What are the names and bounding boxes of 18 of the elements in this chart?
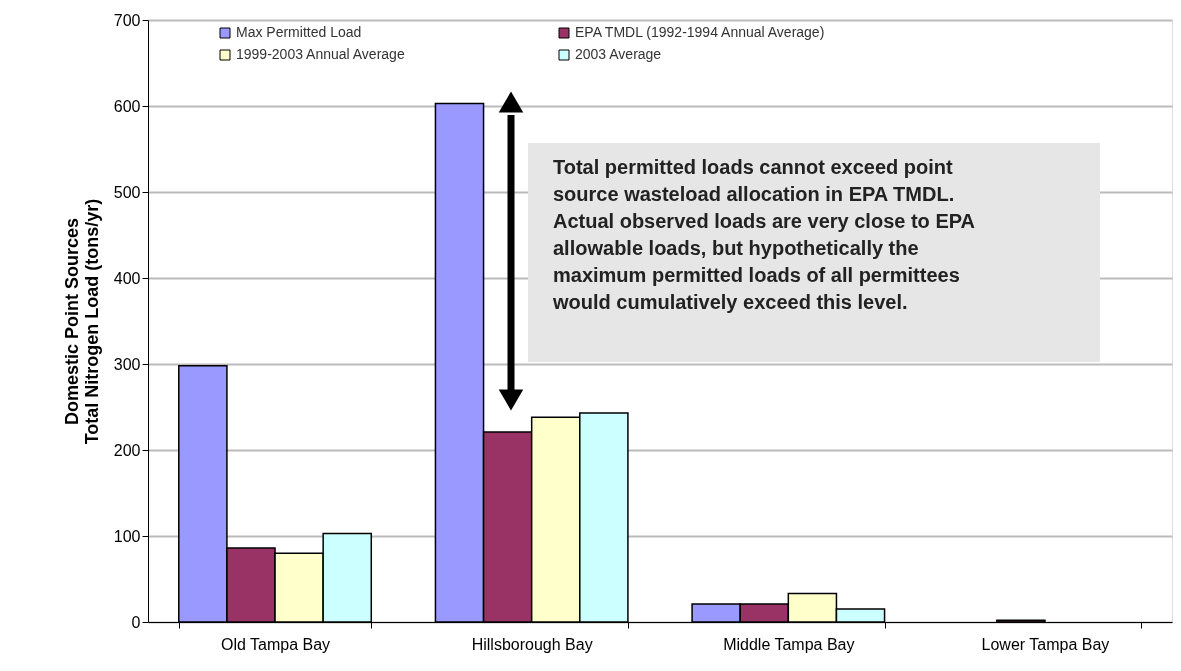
legend-label: 1999-2003 Annual Average (236, 46, 405, 62)
y-tick-label: 0 (131, 613, 141, 631)
y-tick-label: 700 (113, 11, 141, 29)
x-tick-label: Old Tampa Bay (220, 635, 331, 653)
y-axis-title: Domestic Point Sources Total Nitrogen Load (tons/yr) (61, 198, 102, 445)
legend-label: Max Permitted Load (236, 24, 362, 40)
y-tick-label: 400 (113, 269, 141, 287)
legend-label: EPA TMDL (1992-1994 Annual Average) (575, 24, 825, 40)
legend-label: 2003 Average (575, 46, 662, 62)
x-tick-label: Lower Tampa Bay (981, 635, 1110, 653)
x-tick-label: Hillsborough Bay (471, 635, 593, 653)
y-tick-label: 300 (113, 355, 141, 373)
y-tick-label: 100 (113, 527, 141, 545)
annotation: Total permitted loads cannot exceed point source wasteload allocation in EPA TMDL. Actual observed loads are very close to EPA allowable loads, but hypothetically the maximum permitted loads of all permittees would cumulatively exceed this level. (552, 156, 976, 313)
x-tick-label: Middle Tampa Bay (723, 635, 855, 653)
y-tick-label: 600 (113, 97, 141, 115)
y-tick-label: 200 (113, 441, 141, 459)
y-tick-label: 500 (113, 183, 141, 201)
